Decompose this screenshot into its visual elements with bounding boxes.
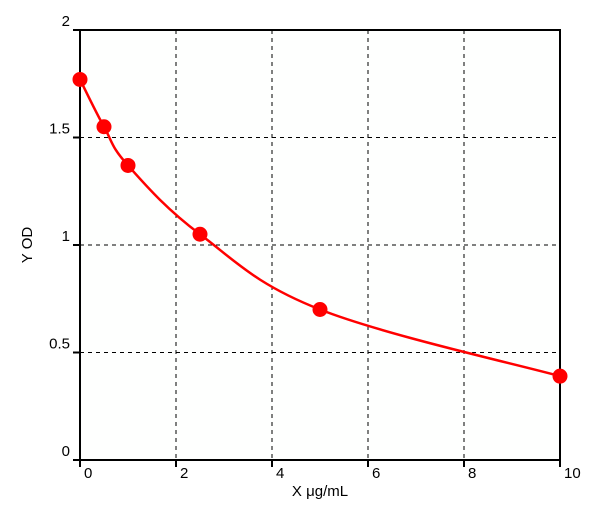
x-tick-label: 4 <box>276 465 284 482</box>
x-tick-label: 10 <box>564 465 581 482</box>
x-axis-label: X μg/mL <box>292 483 348 500</box>
x-tick-label: 6 <box>372 465 380 482</box>
data-point <box>193 227 207 241</box>
data-point <box>73 72 87 86</box>
x-tick-label: 0 <box>84 465 92 482</box>
x-tick-label: 8 <box>468 465 476 482</box>
y-tick-label: 0.5 <box>49 336 70 353</box>
data-point <box>121 158 135 172</box>
data-point <box>97 120 111 134</box>
data-point <box>313 303 327 317</box>
x-tick-label: 2 <box>180 465 188 482</box>
y-tick-label: 2 <box>62 13 70 30</box>
line-chart: 0 2 4 6 8 10 0 0.5 1 1.5 2 X μg/mL Y OD <box>0 0 600 516</box>
y-tick-label: 1.5 <box>49 121 70 138</box>
y-tick-label: 0 <box>62 443 70 460</box>
y-tick-label: 1 <box>62 228 70 245</box>
data-point <box>553 369 567 383</box>
y-axis-label: Y OD <box>19 227 36 264</box>
chart-container: 0 2 4 6 8 10 0 0.5 1 1.5 2 X μg/mL Y OD <box>0 0 600 516</box>
